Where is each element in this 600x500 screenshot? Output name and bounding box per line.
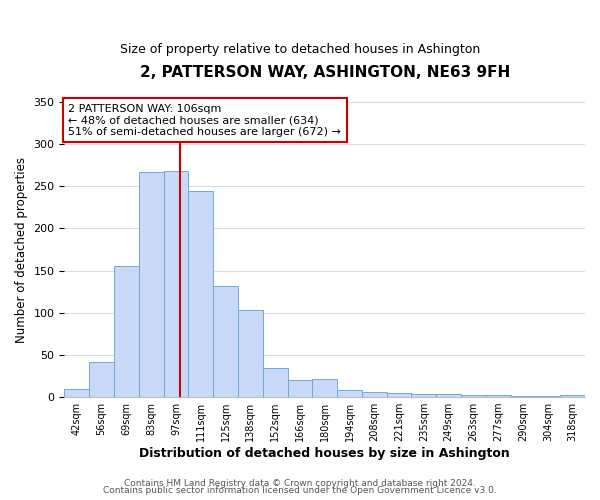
Bar [213, 286, 238, 397]
Text: 2 PATTERSON WAY: 106sqm
← 48% of detached houses are smaller (634)
51% of semi-d: 2 PATTERSON WAY: 106sqm ← 48% of detache… [68, 104, 341, 137]
Bar [287, 380, 313, 397]
Bar [114, 266, 139, 397]
Bar [412, 394, 436, 397]
Bar [238, 310, 263, 397]
Bar [263, 368, 287, 397]
Text: Contains public sector information licensed under the Open Government Licence v3: Contains public sector information licen… [103, 486, 497, 495]
Bar [313, 380, 337, 397]
Y-axis label: Number of detached properties: Number of detached properties [15, 156, 28, 342]
Bar [386, 393, 412, 397]
Bar [362, 392, 386, 397]
Bar [89, 362, 114, 397]
Text: Size of property relative to detached houses in Ashington: Size of property relative to detached ho… [120, 42, 480, 56]
Bar [535, 396, 560, 397]
Bar [511, 396, 535, 397]
Bar [337, 390, 362, 397]
X-axis label: Distribution of detached houses by size in Ashington: Distribution of detached houses by size … [139, 447, 510, 460]
Title: 2, PATTERSON WAY, ASHINGTON, NE63 9FH: 2, PATTERSON WAY, ASHINGTON, NE63 9FH [140, 65, 510, 80]
Bar [139, 172, 164, 397]
Text: Contains HM Land Registry data © Crown copyright and database right 2024.: Contains HM Land Registry data © Crown c… [124, 478, 476, 488]
Bar [486, 396, 511, 397]
Bar [188, 190, 213, 397]
Bar [436, 394, 461, 397]
Bar [560, 396, 585, 397]
Bar [64, 388, 89, 397]
Bar [461, 394, 486, 397]
Bar [164, 171, 188, 397]
